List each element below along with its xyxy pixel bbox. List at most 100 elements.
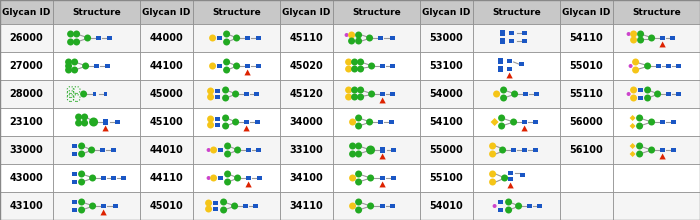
Bar xyxy=(217,64,222,68)
Bar xyxy=(380,92,385,96)
Bar xyxy=(333,108,420,136)
Circle shape xyxy=(78,207,85,213)
Bar xyxy=(333,80,420,108)
Circle shape xyxy=(232,119,239,125)
Circle shape xyxy=(636,114,643,121)
Bar xyxy=(522,39,527,43)
Circle shape xyxy=(498,114,505,121)
Bar xyxy=(473,136,560,164)
Circle shape xyxy=(345,59,352,66)
Bar xyxy=(510,39,514,43)
Bar xyxy=(520,173,525,177)
Circle shape xyxy=(515,202,522,209)
Bar xyxy=(660,148,665,152)
Circle shape xyxy=(65,59,72,66)
Bar xyxy=(511,148,516,152)
Bar xyxy=(660,36,665,40)
Circle shape xyxy=(209,35,216,42)
Circle shape xyxy=(636,123,643,130)
Bar xyxy=(560,136,613,164)
Bar xyxy=(473,192,560,220)
Bar xyxy=(256,64,261,68)
Bar xyxy=(140,80,193,108)
Circle shape xyxy=(82,62,89,70)
Bar xyxy=(380,176,385,180)
Bar xyxy=(473,0,560,24)
Bar xyxy=(193,52,280,80)
Circle shape xyxy=(357,86,364,94)
Circle shape xyxy=(511,90,518,97)
Polygon shape xyxy=(508,183,514,189)
Bar xyxy=(140,52,193,80)
Circle shape xyxy=(505,207,512,213)
Bar xyxy=(244,120,249,124)
Circle shape xyxy=(234,147,241,154)
Bar xyxy=(333,24,420,52)
Circle shape xyxy=(500,95,507,101)
Polygon shape xyxy=(379,154,386,160)
Circle shape xyxy=(493,90,500,97)
Bar xyxy=(0,52,53,80)
Circle shape xyxy=(629,64,633,68)
Text: 44000: 44000 xyxy=(150,33,183,43)
Bar xyxy=(638,96,643,100)
Bar xyxy=(508,59,512,63)
Circle shape xyxy=(349,150,356,158)
Bar xyxy=(245,64,250,68)
Circle shape xyxy=(344,33,349,37)
Polygon shape xyxy=(244,70,251,75)
Circle shape xyxy=(510,119,517,125)
Circle shape xyxy=(355,31,362,38)
Bar xyxy=(193,164,280,192)
Circle shape xyxy=(223,38,230,46)
Bar xyxy=(244,92,249,96)
Bar xyxy=(244,204,248,208)
Text: 43100: 43100 xyxy=(10,201,43,211)
Bar xyxy=(380,204,385,208)
Bar xyxy=(140,0,193,24)
Bar xyxy=(218,176,223,180)
Bar xyxy=(391,92,395,96)
Bar xyxy=(140,24,193,52)
Bar xyxy=(245,36,250,40)
Circle shape xyxy=(88,147,95,154)
Bar xyxy=(103,119,108,125)
Bar xyxy=(53,52,140,80)
Text: 54100: 54100 xyxy=(430,117,463,127)
Circle shape xyxy=(644,86,651,94)
Bar xyxy=(420,24,473,52)
Circle shape xyxy=(630,95,637,101)
Circle shape xyxy=(501,174,508,182)
Circle shape xyxy=(367,202,374,209)
Circle shape xyxy=(355,178,362,185)
Text: Structure: Structure xyxy=(72,7,121,16)
Bar xyxy=(473,24,560,52)
Polygon shape xyxy=(102,125,108,131)
Bar xyxy=(193,192,280,220)
Bar xyxy=(380,147,385,153)
Bar xyxy=(246,148,251,152)
Bar xyxy=(121,176,126,180)
Bar xyxy=(116,120,120,124)
Circle shape xyxy=(632,66,639,73)
Bar xyxy=(280,52,333,80)
Bar xyxy=(500,38,505,44)
Bar xyxy=(105,64,110,68)
Text: Structure: Structure xyxy=(492,7,541,16)
Circle shape xyxy=(349,119,356,125)
Circle shape xyxy=(345,94,352,101)
Bar xyxy=(0,108,53,136)
Circle shape xyxy=(351,59,358,66)
Polygon shape xyxy=(379,97,386,103)
Bar xyxy=(378,120,383,124)
Circle shape xyxy=(207,116,214,123)
Bar xyxy=(0,24,53,52)
Circle shape xyxy=(224,178,231,185)
Text: 53000: 53000 xyxy=(430,33,463,43)
Bar xyxy=(391,176,396,180)
Text: 28000: 28000 xyxy=(10,89,43,99)
Bar xyxy=(510,31,514,35)
Text: Glycan ID: Glycan ID xyxy=(562,7,611,16)
Circle shape xyxy=(89,117,98,126)
Bar xyxy=(254,92,259,96)
